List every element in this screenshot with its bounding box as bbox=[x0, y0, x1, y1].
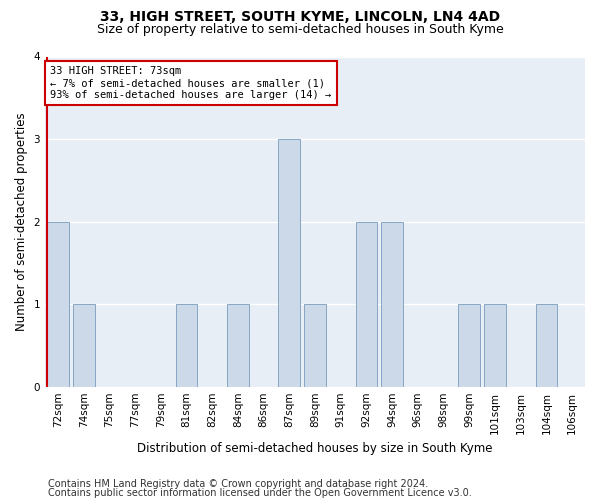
Text: 33, HIGH STREET, SOUTH KYME, LINCOLN, LN4 4AD: 33, HIGH STREET, SOUTH KYME, LINCOLN, LN… bbox=[100, 10, 500, 24]
Text: Contains HM Land Registry data © Crown copyright and database right 2024.: Contains HM Land Registry data © Crown c… bbox=[48, 479, 428, 489]
Bar bbox=[356, 222, 377, 387]
Bar bbox=[536, 304, 557, 387]
Bar bbox=[73, 304, 95, 387]
Bar bbox=[381, 222, 403, 387]
Bar bbox=[484, 304, 506, 387]
Text: Size of property relative to semi-detached houses in South Kyme: Size of property relative to semi-detach… bbox=[97, 22, 503, 36]
Bar bbox=[458, 304, 480, 387]
Bar bbox=[227, 304, 249, 387]
Bar bbox=[304, 304, 326, 387]
X-axis label: Distribution of semi-detached houses by size in South Kyme: Distribution of semi-detached houses by … bbox=[137, 442, 493, 455]
Text: Contains public sector information licensed under the Open Government Licence v3: Contains public sector information licen… bbox=[48, 488, 472, 498]
Y-axis label: Number of semi-detached properties: Number of semi-detached properties bbox=[15, 112, 28, 331]
Bar bbox=[47, 222, 69, 387]
Bar bbox=[278, 139, 300, 387]
Bar bbox=[176, 304, 197, 387]
Text: 33 HIGH STREET: 73sqm
← 7% of semi-detached houses are smaller (1)
93% of semi-d: 33 HIGH STREET: 73sqm ← 7% of semi-detac… bbox=[50, 66, 332, 100]
